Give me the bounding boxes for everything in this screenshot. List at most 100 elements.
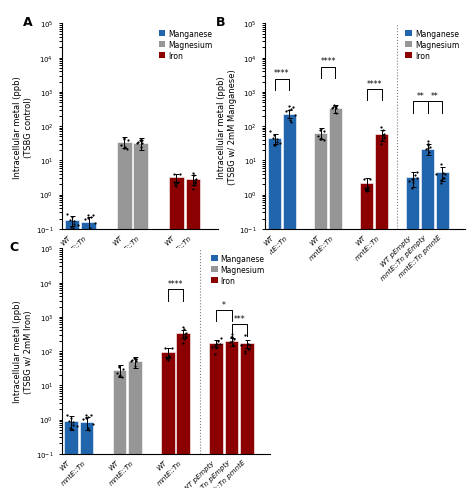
Point: [124, 146, 131, 154]
Point: [270, 142, 277, 150]
Bar: [64, 421, 78, 488]
Point: [171, 179, 178, 186]
Point: [361, 184, 369, 192]
Y-axis label: Intracellular metal (ppb)
(TSBG control): Intracellular metal (ppb) (TSBG control): [13, 76, 33, 178]
Point: [85, 413, 92, 421]
Point: [66, 425, 74, 432]
Point: [329, 104, 337, 112]
Point: [164, 354, 171, 362]
Text: *: *: [222, 300, 226, 309]
Point: [228, 333, 235, 341]
Point: [179, 339, 187, 347]
Point: [191, 176, 199, 184]
Point: [71, 221, 78, 228]
Point: [213, 341, 220, 348]
Point: [217, 334, 224, 342]
Point: [286, 117, 294, 125]
Bar: [185, 180, 201, 488]
Point: [190, 182, 198, 189]
Point: [189, 185, 196, 193]
Point: [119, 365, 127, 373]
Point: [228, 333, 236, 341]
Point: [212, 342, 219, 349]
Point: [173, 180, 181, 187]
Point: [164, 357, 172, 365]
Point: [121, 143, 129, 151]
Point: [244, 341, 252, 348]
Point: [266, 128, 274, 136]
Point: [314, 133, 322, 141]
Point: [138, 140, 146, 147]
Point: [113, 370, 121, 378]
Point: [130, 354, 138, 362]
Point: [74, 221, 82, 229]
Point: [228, 333, 236, 341]
Text: **: **: [431, 92, 439, 101]
Point: [333, 102, 340, 110]
Point: [182, 333, 189, 341]
Point: [131, 355, 138, 363]
Bar: [176, 334, 190, 488]
Bar: [436, 173, 449, 488]
Point: [133, 140, 140, 147]
Point: [413, 168, 421, 176]
Point: [117, 371, 124, 379]
Bar: [81, 223, 96, 488]
Point: [409, 179, 417, 187]
Point: [71, 218, 78, 226]
Point: [82, 414, 90, 422]
Point: [317, 125, 324, 133]
Point: [128, 356, 136, 364]
Point: [217, 341, 224, 348]
Point: [379, 132, 387, 140]
Point: [84, 425, 91, 432]
Point: [332, 103, 340, 111]
Point: [189, 169, 197, 177]
Point: [287, 106, 295, 114]
Point: [413, 175, 421, 183]
Y-axis label: Intracellular metal (ppb)
(TSBG w/ 2mM Manganese): Intracellular metal (ppb) (TSBG w/ 2mM M…: [217, 69, 237, 184]
Text: ***: ***: [233, 314, 245, 324]
Text: ****: ****: [274, 69, 290, 79]
Point: [131, 362, 139, 370]
Point: [378, 124, 385, 132]
Point: [320, 137, 328, 144]
Point: [427, 143, 434, 151]
Point: [191, 180, 199, 187]
Y-axis label: Intracellular metal (ppb)
(TSBG w/ 2mM Iron): Intracellular metal (ppb) (TSBG w/ 2mM I…: [13, 300, 33, 403]
Point: [115, 373, 123, 381]
Point: [162, 345, 169, 352]
Point: [137, 144, 145, 152]
Point: [173, 183, 180, 190]
Point: [67, 224, 74, 232]
Point: [380, 131, 388, 139]
Point: [191, 179, 199, 187]
Point: [137, 137, 145, 145]
Point: [246, 342, 253, 349]
Point: [226, 338, 233, 346]
Point: [363, 185, 370, 193]
Point: [228, 330, 236, 338]
Point: [328, 105, 336, 113]
Bar: [169, 178, 184, 488]
Point: [317, 126, 324, 134]
Point: [276, 140, 283, 147]
Point: [229, 341, 237, 349]
Text: ****: ****: [168, 280, 183, 288]
Point: [67, 414, 75, 422]
Bar: [314, 133, 327, 488]
Point: [272, 142, 279, 150]
Point: [364, 184, 372, 192]
Bar: [268, 139, 281, 488]
Point: [437, 179, 445, 187]
Point: [181, 325, 188, 333]
Point: [317, 136, 325, 143]
Text: **: **: [416, 92, 424, 101]
Point: [165, 353, 173, 361]
Point: [82, 216, 89, 224]
Bar: [225, 342, 238, 488]
Point: [228, 337, 236, 345]
Point: [332, 105, 340, 113]
Point: [361, 176, 368, 184]
Point: [132, 355, 139, 363]
